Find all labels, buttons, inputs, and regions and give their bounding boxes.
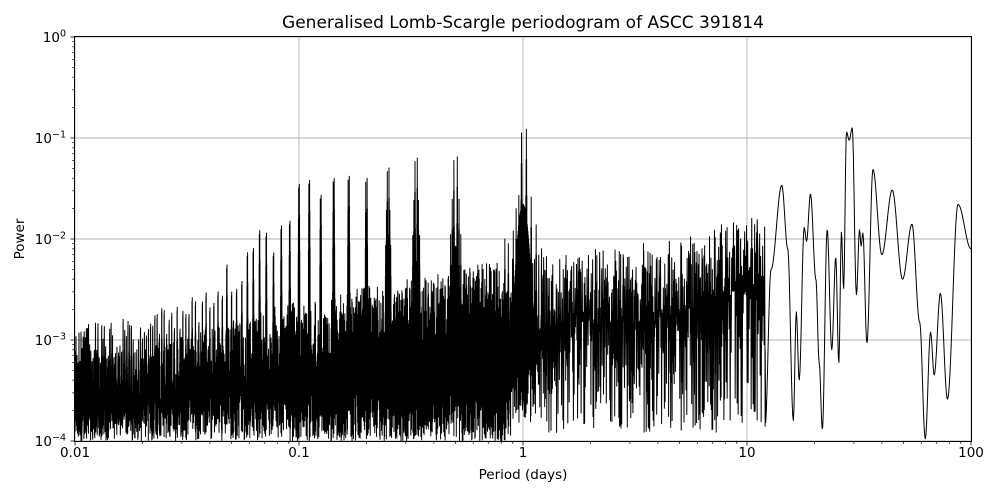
axes-layer [70,36,972,446]
chart-title: Generalised Lomb-Scargle periodogram of … [282,13,764,33]
data-layer [75,127,971,441]
periodogram-curve [75,127,971,441]
y-tick-label: 10−1 [34,129,66,147]
y-tick-label: 10−3 [34,331,66,349]
x-tick-label: 1 [518,445,528,461]
y-tick-label: 100 [42,28,66,46]
x-tick-label: 0.1 [288,445,310,461]
x-axis-label: Period (days) [478,467,568,483]
y-tick-label: 10−4 [34,432,66,450]
x-tick-label: 0.01 [59,445,91,461]
x-tick-label: 10 [738,445,756,461]
y-tick-label: 10−2 [34,230,66,248]
x-tick-label: 100 [958,445,984,461]
